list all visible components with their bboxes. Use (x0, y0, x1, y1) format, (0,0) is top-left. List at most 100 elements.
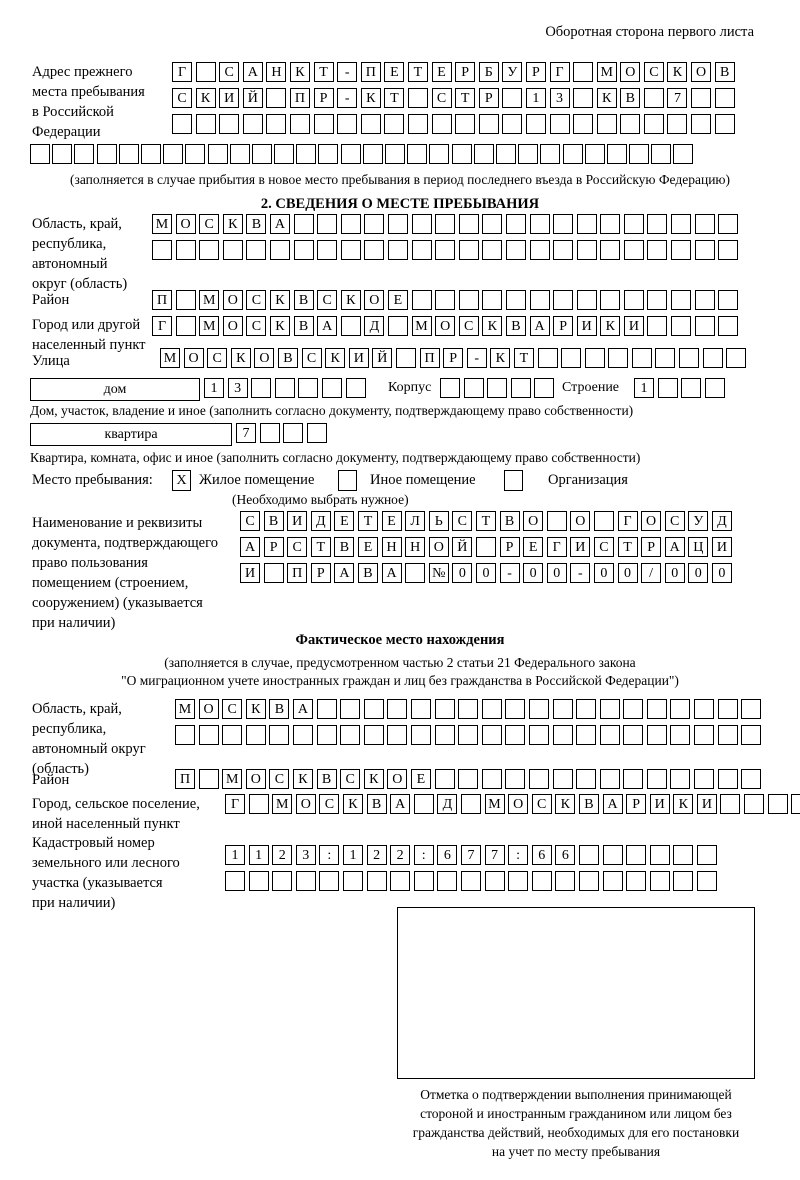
char-cell[interactable] (263, 563, 284, 583)
char-cell[interactable] (340, 214, 361, 234)
char-cell[interactable]: Д (711, 511, 732, 531)
char-cell[interactable] (528, 725, 549, 745)
char-cell[interactable]: № (428, 563, 449, 583)
char-cell[interactable]: 0 (523, 563, 544, 583)
char-cell[interactable]: Е (431, 62, 452, 82)
char-cell[interactable]: И (570, 537, 591, 557)
char-cell[interactable] (508, 871, 529, 891)
char-cell[interactable]: Л (405, 511, 426, 531)
char-cell[interactable] (718, 214, 739, 234)
char-cell[interactable]: О (620, 62, 641, 82)
char-cell[interactable]: А (529, 316, 550, 336)
char-cell[interactable]: А (390, 794, 411, 814)
char-cell[interactable] (714, 114, 735, 134)
char-cell[interactable]: Е (334, 511, 355, 531)
char-cell[interactable] (646, 725, 667, 745)
char-cell[interactable]: П (360, 62, 381, 82)
char-cell[interactable] (623, 214, 644, 234)
char-cell[interactable]: 2 (390, 845, 411, 865)
char-cell[interactable] (726, 348, 747, 368)
char-cell[interactable] (573, 88, 594, 108)
char-cell[interactable] (510, 378, 531, 398)
char-cell[interactable] (345, 378, 366, 398)
char-cell[interactable] (269, 725, 290, 745)
char-cell[interactable]: Е (410, 769, 431, 789)
char-cell[interactable]: К (600, 316, 621, 336)
char-cell[interactable] (717, 769, 738, 789)
char-cell[interactable]: С (269, 769, 290, 789)
char-cell[interactable] (482, 214, 503, 234)
char-cell[interactable]: С (219, 62, 240, 82)
char-cell[interactable]: У (502, 62, 523, 82)
char-cell[interactable]: - (337, 62, 358, 82)
char-cell[interactable]: С (246, 316, 267, 336)
char-cell[interactable] (681, 378, 702, 398)
char-cell[interactable]: М (272, 794, 293, 814)
char-cell[interactable] (704, 378, 725, 398)
char-cell[interactable] (387, 725, 408, 745)
char-cell[interactable] (434, 769, 455, 789)
char-cell[interactable] (576, 214, 597, 234)
char-cell[interactable] (505, 240, 526, 260)
char-cell[interactable]: 3 (295, 845, 316, 865)
char-cell[interactable] (576, 769, 597, 789)
char-cell[interactable] (317, 240, 338, 260)
char-cell[interactable]: П (419, 348, 440, 368)
char-cell[interactable] (463, 378, 484, 398)
char-cell[interactable] (152, 240, 172, 260)
char-cell[interactable]: В (505, 316, 526, 336)
char-cell[interactable]: О (570, 511, 591, 531)
char-cell[interactable] (411, 214, 432, 234)
char-cell[interactable]: И (696, 794, 717, 814)
char-cell[interactable] (384, 114, 405, 134)
char-cell[interactable] (175, 725, 195, 745)
char-cell[interactable] (266, 114, 287, 134)
cadastral-row-2[interactable] (225, 871, 717, 891)
char-cell[interactable]: В (293, 316, 314, 336)
char-cell[interactable] (717, 725, 738, 745)
char-cell[interactable]: : (413, 845, 434, 865)
char-cell[interactable]: Д (437, 794, 458, 814)
char-cell[interactable]: Н (405, 537, 426, 557)
char-cell[interactable] (505, 769, 526, 789)
char-cell[interactable] (413, 871, 434, 891)
char-cell[interactable] (251, 378, 272, 398)
char-cell[interactable] (411, 240, 432, 260)
char-cell[interactable] (435, 290, 456, 310)
char-cell[interactable]: К (292, 769, 313, 789)
char-cell[interactable] (440, 378, 460, 398)
char-cell[interactable]: Й (372, 348, 393, 368)
char-cell[interactable] (562, 144, 583, 164)
char-cell[interactable]: У (688, 511, 709, 531)
checkbox-organizaciya[interactable] (504, 470, 523, 491)
char-cell[interactable] (74, 144, 95, 164)
char-cell[interactable]: Е (381, 511, 402, 531)
char-cell[interactable]: К (230, 348, 251, 368)
char-cell[interactable] (340, 699, 361, 719)
char-cell[interactable] (362, 144, 383, 164)
char-cell[interactable]: К (490, 348, 511, 368)
char-cell[interactable] (455, 114, 476, 134)
char-cell[interactable]: О (198, 699, 219, 719)
char-cell[interactable] (484, 871, 505, 891)
char-cell[interactable]: 7 (460, 845, 481, 865)
char-cell[interactable]: С (207, 348, 228, 368)
char-cell[interactable]: К (342, 794, 363, 814)
char-cell[interactable]: Т (313, 62, 334, 82)
char-cell[interactable] (478, 114, 499, 134)
char-cell[interactable] (30, 144, 50, 164)
char-cell[interactable] (413, 794, 434, 814)
char-cell[interactable] (259, 423, 280, 443)
char-cell[interactable]: В (293, 290, 314, 310)
char-cell[interactable] (195, 62, 216, 82)
char-cell[interactable]: : (319, 845, 340, 865)
char-cell[interactable]: 2 (366, 845, 387, 865)
char-cell[interactable]: Т (310, 537, 331, 557)
flat-number-cells[interactable]: 7 (236, 423, 327, 443)
char-cell[interactable]: М (199, 316, 220, 336)
char-cell[interactable]: М (484, 794, 505, 814)
stroenie-cells[interactable]: 1 (634, 378, 725, 398)
